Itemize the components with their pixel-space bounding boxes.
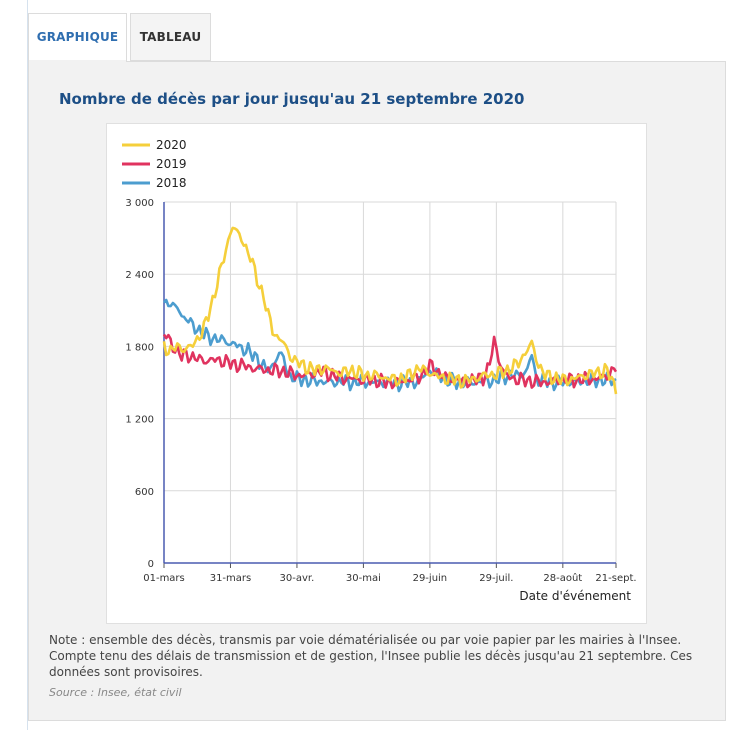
x-tick-label: 28-août [543, 572, 582, 584]
line-chart: 0 600 1 200 1 800 2 400 3 000 01-mars 31-mars 30… [122, 138, 637, 603]
x-tick-label: 21-sept. [595, 573, 636, 584]
x-tick-label: 30-mai [346, 573, 381, 584]
x-axis-label: Date d'événement [519, 589, 631, 603]
left-rule [27, 0, 28, 730]
legend-label-2020: 2020 [156, 138, 187, 152]
y-tick-label: 1 800 [125, 342, 154, 353]
tab-graphique[interactable]: GRAPHIQUE [28, 13, 127, 61]
chart-title: Nombre de décès par jour jusqu'au 21 sep… [59, 90, 525, 108]
y-tick-label: 3 000 [125, 198, 154, 209]
x-tick-label: 31-mars [210, 573, 252, 584]
legend-label-2019: 2019 [156, 157, 187, 171]
x-tick-label: 29-juin [413, 573, 448, 584]
chart-note: Note : ensemble des décès, transmis par … [49, 633, 693, 679]
tab-tableau[interactable]: TABLEAU [130, 13, 211, 61]
x-tick-label: 30-avr. [280, 573, 315, 584]
series-line-2020 [162, 226, 618, 395]
y-tick-label: 1 200 [125, 415, 154, 426]
x-tick-label: 29-juil. [479, 573, 513, 584]
y-tick-label: 2 400 [125, 270, 154, 281]
y-tick-label: 600 [135, 487, 154, 498]
y-tick-label: 0 [148, 559, 154, 570]
chart-source: Source : Insee, état civil [49, 686, 182, 699]
legend-label-2018: 2018 [156, 176, 187, 190]
x-tick-label: 01-mars [143, 573, 185, 584]
